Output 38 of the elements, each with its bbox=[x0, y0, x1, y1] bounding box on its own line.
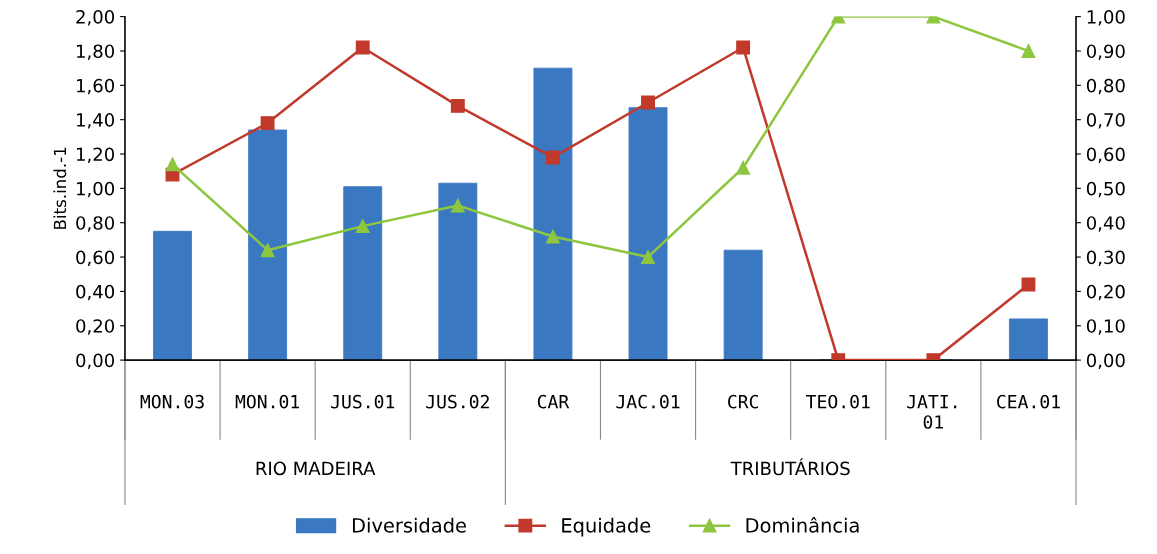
x-tick-label: JUS.02 bbox=[426, 394, 489, 409]
legend-label: Diversidade bbox=[352, 517, 466, 533]
x-tick-label: CRC bbox=[728, 394, 759, 409]
x-tick-label: CAR bbox=[537, 394, 570, 409]
y-tick-label: 1,40 bbox=[77, 113, 115, 129]
y-tick-label: 0,60 bbox=[76, 250, 115, 267]
y-tick-label: 2,00 bbox=[76, 10, 115, 26]
y2-tick-label: 0,00 bbox=[1086, 353, 1125, 370]
text: TRIBUTÁRIOS bbox=[730, 458, 850, 476]
y2-tick-label: 0,90 bbox=[1086, 44, 1125, 60]
legend-label: Equidade bbox=[562, 517, 651, 537]
y-axis-title: Bits.ind.-1 bbox=[53, 147, 67, 229]
y-tick-label: 1,60 bbox=[77, 78, 115, 95]
y-tick-label: 1,20 bbox=[77, 147, 115, 163]
y2-tick-label: 1,00 bbox=[1087, 10, 1125, 26]
y2-tick-label: 0,80 bbox=[1086, 78, 1125, 95]
y2-tick-label: 0,50 bbox=[1086, 181, 1125, 198]
x-tick-label: MON.01 bbox=[235, 394, 299, 409]
x-tick-label: JUS.01 bbox=[331, 394, 395, 409]
y-tick-label: 0,40 bbox=[76, 284, 115, 301]
y2-tick-label: 0,10 bbox=[1086, 319, 1125, 335]
y-tick-label: 1,00 bbox=[77, 181, 115, 198]
y2-tick-label: 0,40 bbox=[1086, 216, 1125, 232]
legend-label: Dominância bbox=[746, 516, 859, 533]
x-tick-label: CEA.01 bbox=[997, 394, 1060, 409]
y2-tick-label: 0,20 bbox=[1086, 284, 1125, 301]
x-tick-label: MON.03 bbox=[140, 394, 204, 409]
y-tick-label: 0,00 bbox=[76, 353, 115, 370]
y2-tick-label: 0,30 bbox=[1086, 250, 1125, 267]
x-tick-label: TEO.01 bbox=[806, 394, 870, 409]
y-tick-label: 1,80 bbox=[77, 44, 115, 60]
x-tick-label: JATI. 01 bbox=[907, 395, 957, 429]
x-tick-label: JAC.01 bbox=[616, 394, 680, 409]
y2-tick-label: 0,70 bbox=[1086, 113, 1125, 129]
y-tick-label: 0,20 bbox=[76, 319, 115, 335]
y-tick-label: 0,80 bbox=[76, 216, 115, 232]
text: RIO MADEIRA bbox=[256, 461, 376, 476]
y2-tick-label: 0,60 bbox=[1086, 147, 1125, 163]
